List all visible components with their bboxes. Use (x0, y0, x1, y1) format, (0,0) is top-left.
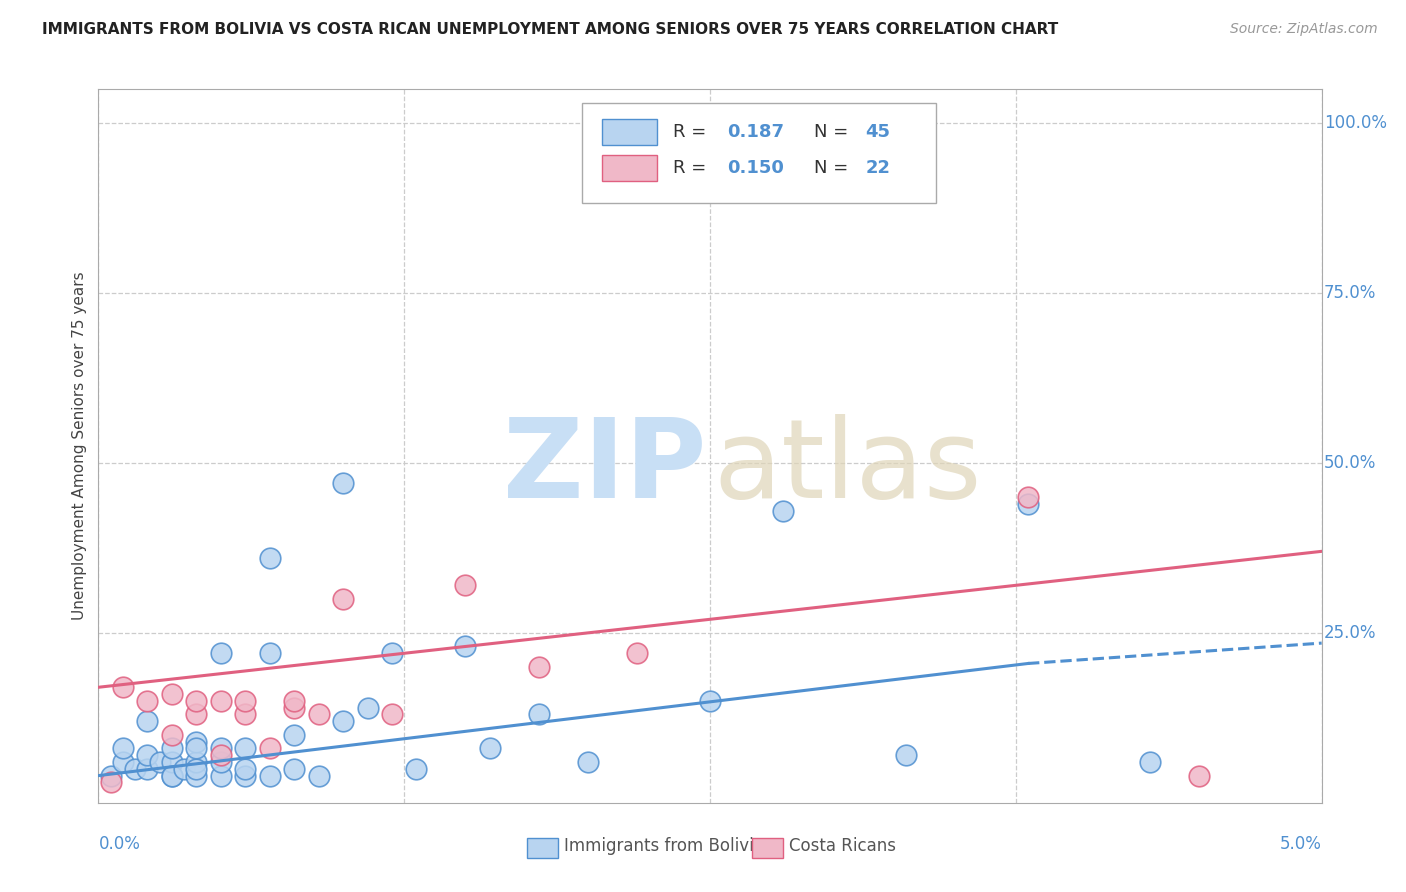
Point (186, 694, 208, 708)
FancyBboxPatch shape (582, 103, 936, 203)
Point (332, 591, 354, 606)
Point (233, 707, 256, 722)
Text: ZIP: ZIP (503, 414, 706, 521)
Point (308, 707, 330, 722)
Point (894, 748, 917, 763)
Point (283, 728, 305, 742)
Point (111, 680, 134, 694)
Point (259, 551, 281, 566)
Point (1188, 769, 1211, 783)
Point (186, 769, 208, 783)
Point (259, 646, 281, 660)
Text: atlas: atlas (714, 414, 983, 521)
Point (111, 741, 134, 756)
Text: N =: N = (814, 159, 853, 177)
Point (209, 694, 232, 708)
Point (209, 755, 232, 769)
Point (209, 741, 232, 756)
Text: N =: N = (814, 123, 853, 141)
Point (209, 748, 232, 763)
Point (626, 646, 648, 660)
Point (283, 762, 305, 776)
Point (100, 775, 122, 789)
Text: 0.187: 0.187 (727, 123, 785, 141)
Point (209, 769, 232, 783)
Point (124, 762, 146, 776)
Point (1017, 497, 1039, 511)
Text: 50.0%: 50.0% (1324, 454, 1376, 472)
Text: IMMIGRANTS FROM BOLIVIA VS COSTA RICAN UNEMPLOYMENT AMONG SENIORS OVER 75 YEARS : IMMIGRANTS FROM BOLIVIA VS COSTA RICAN U… (42, 22, 1059, 37)
Point (332, 476, 354, 491)
Point (527, 707, 550, 722)
Bar (602, 155, 658, 180)
Point (186, 755, 208, 769)
Point (454, 640, 477, 654)
Point (233, 741, 256, 756)
Point (527, 660, 550, 674)
Text: Immigrants from Bolivia: Immigrants from Bolivia (564, 837, 763, 855)
Point (1139, 755, 1161, 769)
Point (160, 769, 183, 783)
Point (111, 755, 134, 769)
Point (173, 762, 195, 776)
Point (233, 762, 256, 776)
Text: R =: R = (673, 159, 713, 177)
Point (100, 769, 122, 783)
Text: R =: R = (673, 123, 713, 141)
Point (233, 769, 256, 783)
Point (381, 646, 404, 660)
Point (136, 762, 159, 776)
Point (186, 707, 208, 722)
Point (332, 714, 354, 729)
Text: 0.150: 0.150 (727, 159, 785, 177)
Text: 22: 22 (865, 159, 890, 177)
Point (186, 762, 208, 776)
Point (576, 755, 599, 769)
Point (160, 728, 183, 742)
Point (136, 714, 159, 729)
Text: 75.0%: 75.0% (1324, 284, 1376, 302)
Point (1017, 490, 1039, 504)
Point (356, 700, 378, 714)
Text: 0.0%: 0.0% (98, 835, 141, 853)
Point (149, 755, 172, 769)
Point (233, 694, 256, 708)
Point (478, 741, 501, 756)
Point (259, 741, 281, 756)
Text: 45: 45 (865, 123, 890, 141)
Text: 25.0%: 25.0% (1324, 624, 1376, 642)
Point (405, 762, 427, 776)
Point (209, 646, 232, 660)
Point (381, 707, 404, 722)
Point (283, 700, 305, 714)
Point (283, 694, 305, 708)
Point (772, 503, 794, 517)
Point (308, 769, 330, 783)
Point (160, 741, 183, 756)
Text: 5.0%: 5.0% (1279, 835, 1322, 853)
Text: Costa Ricans: Costa Ricans (789, 837, 896, 855)
Point (136, 748, 159, 763)
Bar (602, 120, 658, 145)
Point (454, 578, 477, 592)
Point (160, 769, 183, 783)
Y-axis label: Unemployment Among Seniors over 75 years: Unemployment Among Seniors over 75 years (72, 272, 87, 620)
Point (699, 694, 721, 708)
Point (186, 734, 208, 748)
Point (160, 755, 183, 769)
Point (136, 694, 159, 708)
Point (186, 741, 208, 756)
Text: 100.0%: 100.0% (1324, 114, 1388, 132)
Point (160, 687, 183, 701)
Text: Source: ZipAtlas.com: Source: ZipAtlas.com (1230, 22, 1378, 37)
Point (259, 769, 281, 783)
